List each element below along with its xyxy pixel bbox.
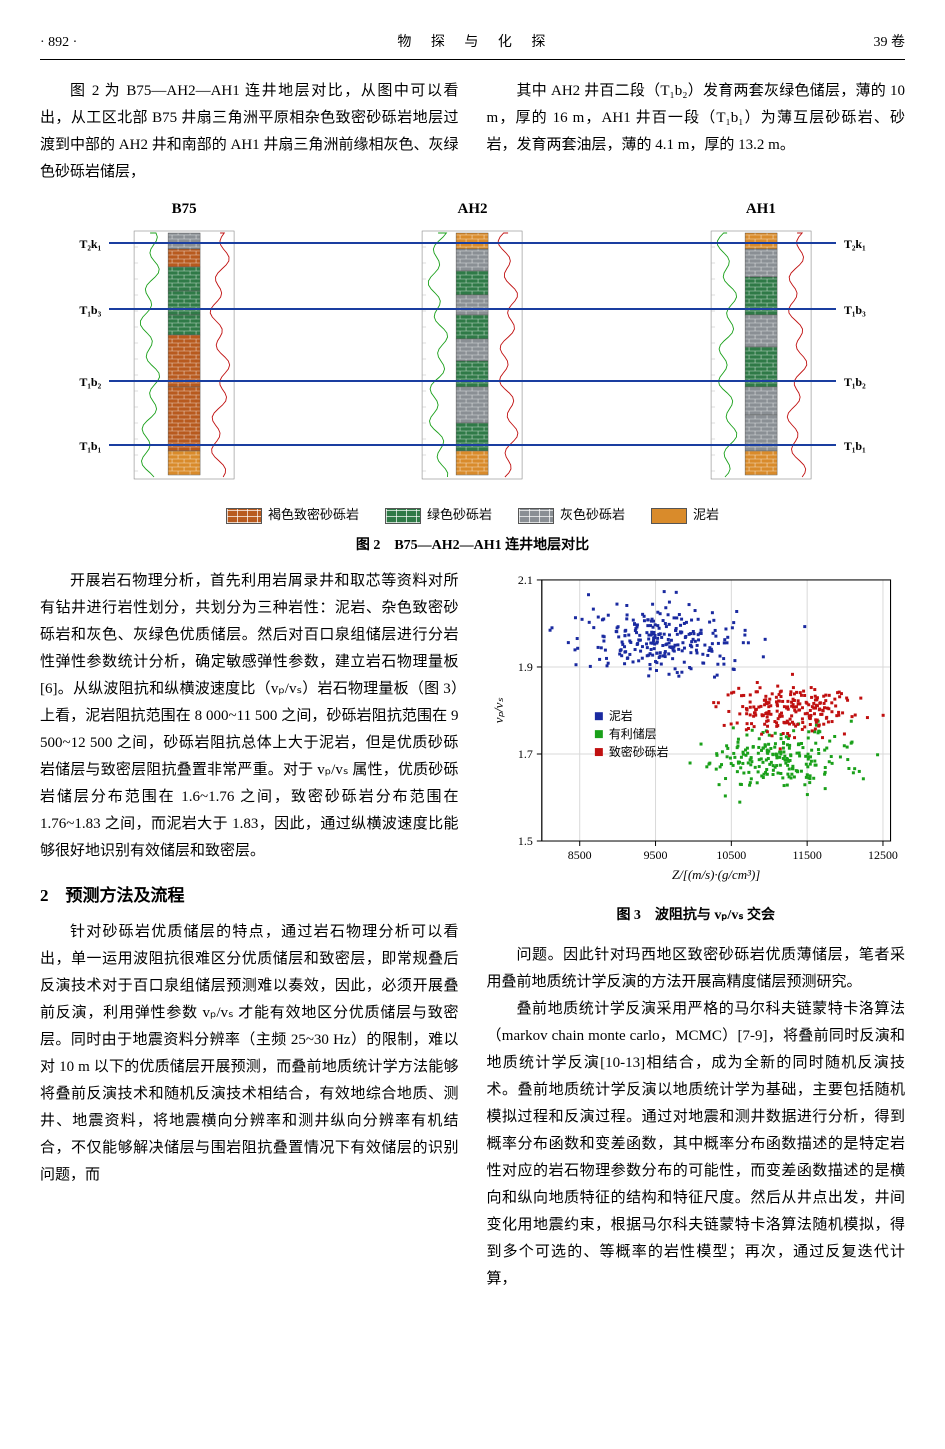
well-log-ah1 xyxy=(640,227,882,483)
section-2-heading: 2 预测方法及流程 xyxy=(40,881,459,912)
figure-3-caption: 图 3 波阻抗与 vₚ/vₛ 交会 xyxy=(487,903,906,928)
intro-columns: 图 2 为 B75—AH2—AH1 连井地层对比，从图中可以看出，从工区北部 B… xyxy=(40,78,905,186)
svg-text:1.9: 1.9 xyxy=(517,660,532,674)
svg-text:1.5: 1.5 xyxy=(517,834,532,848)
journal-name: 物 探 与 化 探 xyxy=(397,30,553,55)
svg-text:11500: 11500 xyxy=(792,848,821,862)
volume: 39 卷 xyxy=(873,30,905,55)
para-right-a: 问题。因此针对玛西地区致密砂砾岩优质薄储层，笔者采用叠前地质统计学反演的方法开展… xyxy=(487,942,906,996)
well-log-b75 xyxy=(63,227,305,483)
svg-text:2.1: 2.1 xyxy=(517,573,532,587)
body-columns: 开展岩石物理分析，首先利用岩屑录井和取芯等资料对所有钻井进行岩性划分，共划分为三… xyxy=(40,568,905,1293)
page-number: · 892 · xyxy=(40,30,77,55)
scatter-plot: 8500 9500 10500 11500 12500 1.5 1.7 1.9 2.1 Z/[(m… xyxy=(487,568,906,887)
svg-text:1.7: 1.7 xyxy=(517,747,532,761)
well-title-b75: B75 xyxy=(63,196,305,223)
svg-text:8500: 8500 xyxy=(567,848,591,862)
svg-text:12500: 12500 xyxy=(868,848,898,862)
svg-text:泥岩: 泥岩 xyxy=(608,708,632,723)
para-right-b: 叠前地质统计学反演采用严格的马尔科夫链蒙特卡洛算法（markov chain m… xyxy=(487,996,906,1293)
svg-text:vₚ/vₛ: vₚ/vₛ xyxy=(490,697,505,723)
svg-text:Z/[(m/s)·(g/cm³)]: Z/[(m/s)·(g/cm³)] xyxy=(672,867,760,882)
figure-3: 8500 9500 10500 11500 12500 1.5 1.7 1.9 2.1 Z/[(m… xyxy=(487,568,906,928)
well-title-ah2: AH2 xyxy=(351,196,593,223)
para-top-right: 其中 AH2 井百二段（T₁b₂）发育两套灰绿色储层，薄的 10 m，厚的 16… xyxy=(487,78,906,159)
figure-2-caption: 图 2 B75—AH2—AH1 连井地层对比 xyxy=(40,533,905,558)
svg-text:10500: 10500 xyxy=(716,848,746,862)
svg-text:9500: 9500 xyxy=(643,848,667,862)
well-title-ah1: AH1 xyxy=(640,196,882,223)
page-header: · 892 · 物 探 与 化 探 39 卷 xyxy=(40,30,905,60)
para-mid-left: 开展岩石物理分析，首先利用岩屑录井和取芯等资料对所有钻井进行岩性划分，共划分为三… xyxy=(40,568,459,865)
para-lower-left: 针对砂砾岩优质储层的特点，通过岩石物理分析可以看出，单一运用波阻抗很难区分优质储… xyxy=(40,919,459,1189)
figure-2: T₂k₁T₂k₁T₁b₃T₁b₃T₁b₂T₁b₂T₁b₁T₁b₁ B75 AH2… xyxy=(40,196,905,558)
svg-text:致密砂砾岩: 致密砂砾岩 xyxy=(608,744,668,759)
well-log-ah2 xyxy=(351,227,593,483)
svg-text:有利储层: 有利储层 xyxy=(608,726,656,741)
figure-2-legend: 褐色致密砂砾岩绿色砂砾岩灰色砂砾岩泥岩 xyxy=(40,503,905,526)
para-top-left: 图 2 为 B75—AH2—AH1 连井地层对比，从图中可以看出，从工区北部 B… xyxy=(40,78,459,186)
